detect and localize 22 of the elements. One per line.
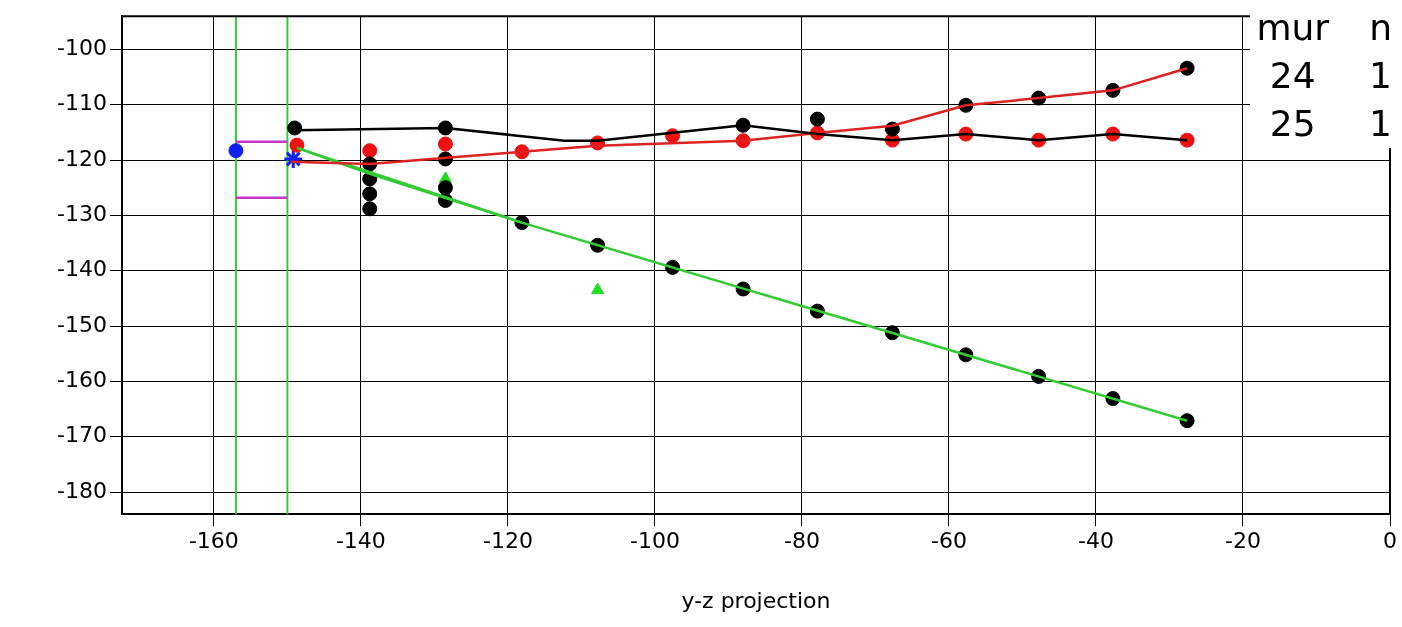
y-tick-label: -100 <box>57 35 107 61</box>
y-tick-label: -140 <box>57 256 107 282</box>
x-tick-label: -60 <box>930 528 967 554</box>
x-tick-label: -140 <box>335 528 386 554</box>
x-tick-label: -20 <box>1225 528 1261 554</box>
y-tick-label: -180 <box>57 477 107 503</box>
x-tick-label: -80 <box>783 528 820 554</box>
y-tick-label: -130 <box>57 201 107 227</box>
text: 25 1 <box>1269 103 1392 144</box>
y-tick-label: -120 <box>57 145 107 171</box>
y-tick-label: -110 <box>57 90 107 116</box>
annotation: mur n <box>1256 6 1392 50</box>
y-tick-label: -170 <box>57 422 107 448</box>
x-tick-label: -160 <box>188 528 239 554</box>
x-tick-label: -40 <box>1078 528 1114 554</box>
y-tick-label: -160 <box>57 367 107 393</box>
y-tick-label: -150 <box>57 311 107 337</box>
x-tick-label: -120 <box>482 528 533 554</box>
x-tick-label: -100 <box>629 528 680 554</box>
x-tick-label: 0 <box>1383 528 1397 554</box>
text: 24 1 <box>1269 55 1392 96</box>
x-axis-title: y-z projection <box>681 587 831 613</box>
